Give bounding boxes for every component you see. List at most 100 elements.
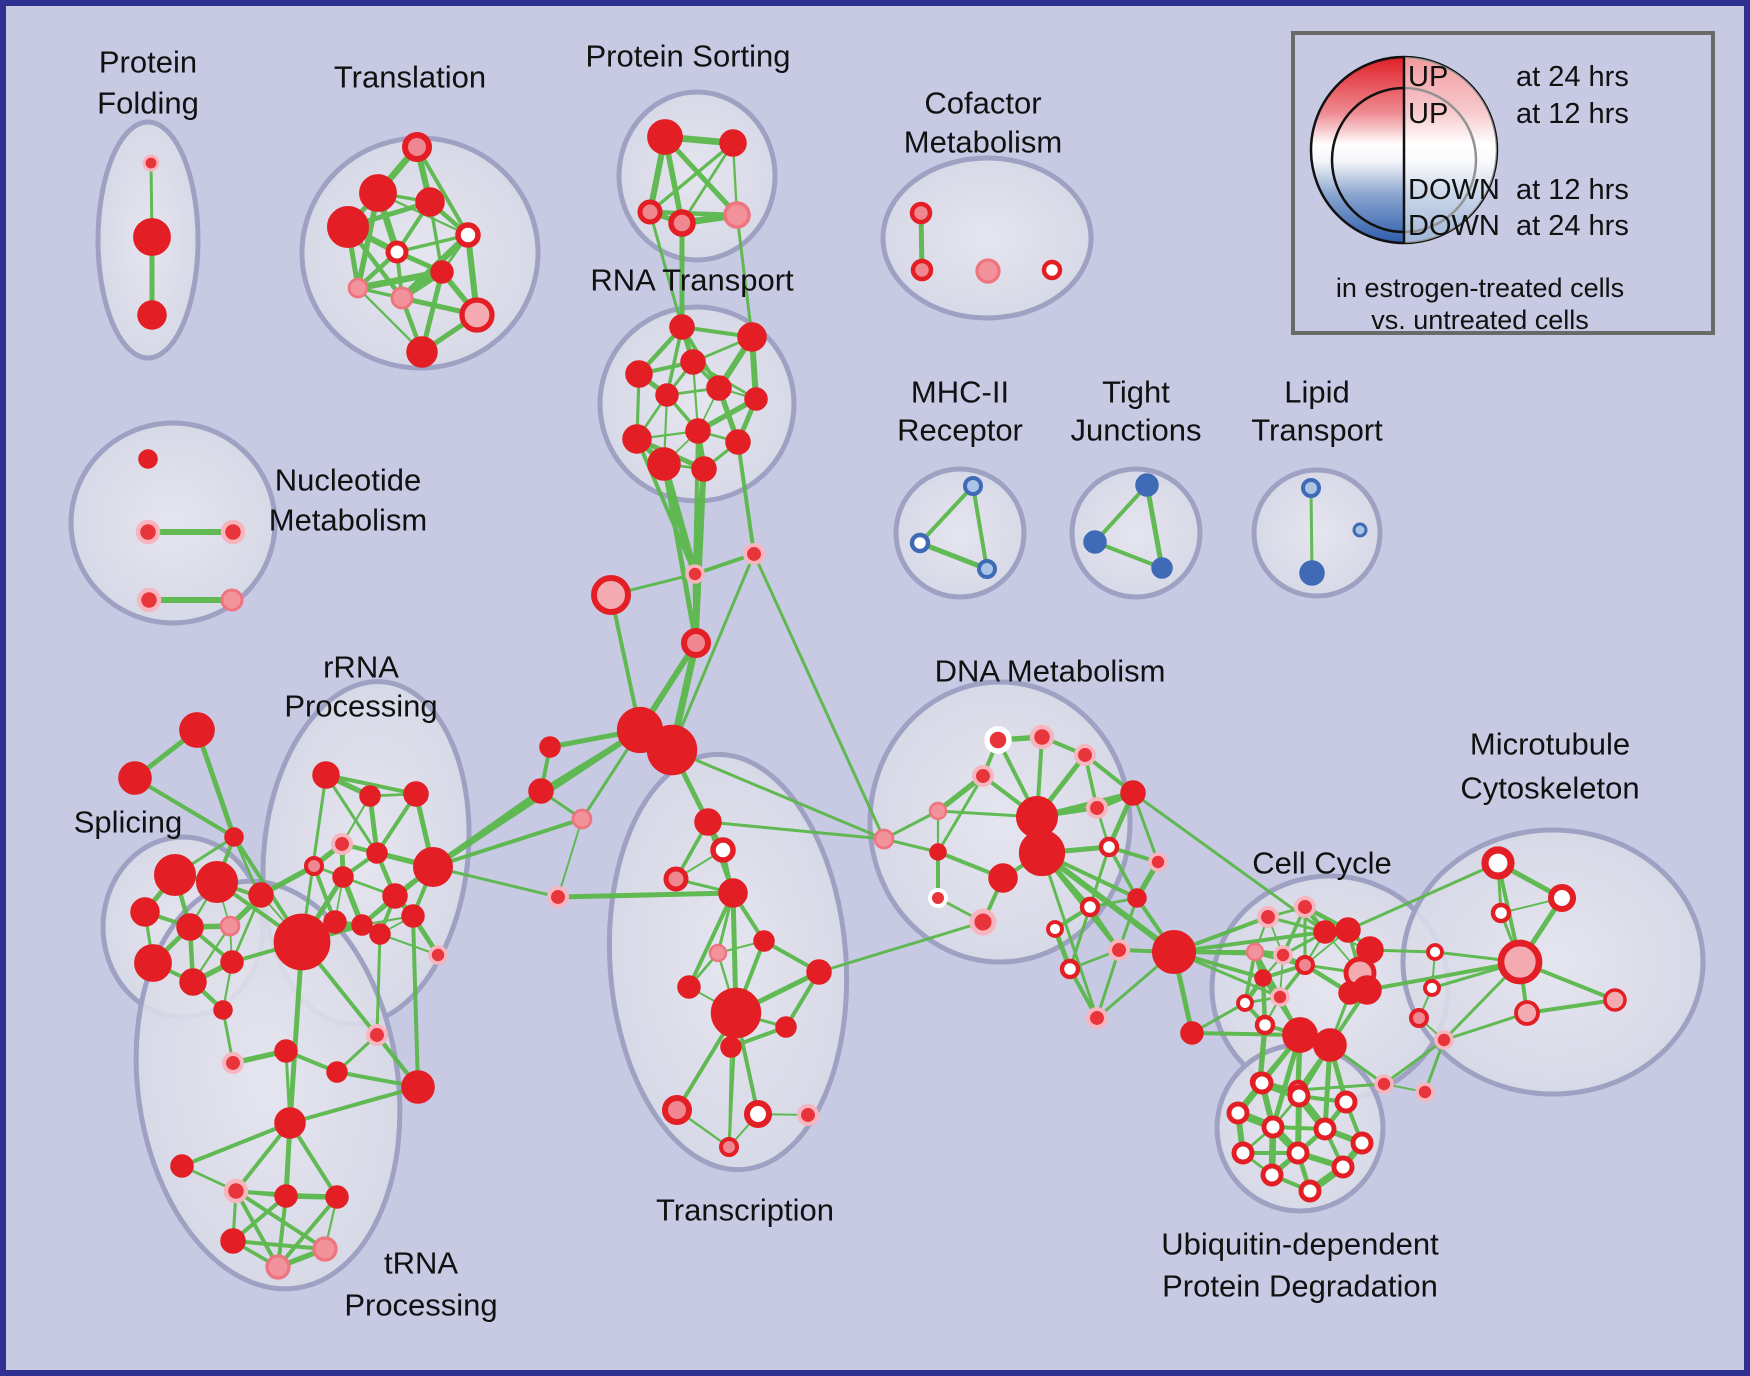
cluster-label-tx: Transcription — [656, 1193, 834, 1228]
network-edge — [555, 890, 736, 900]
cluster-ellipse-dm — [867, 679, 1133, 965]
node-ct — [539, 736, 561, 758]
node-rr — [221, 1051, 245, 1075]
cluster-label-mt: Cytoskeleton — [1460, 771, 1639, 806]
node-rt — [737, 322, 767, 352]
node-tr — [459, 297, 495, 333]
node-sp — [118, 761, 152, 795]
node-cf — [910, 258, 934, 282]
network-edge — [817, 920, 985, 974]
cluster-ellipse-lt — [1251, 467, 1383, 599]
node-cc — [1313, 1028, 1347, 1062]
node-mt — [1423, 979, 1441, 997]
node-sp — [196, 861, 238, 903]
node-lt — [1301, 478, 1321, 498]
node-ps — [637, 199, 663, 225]
node-rt — [685, 418, 711, 444]
node-cc — [1313, 920, 1337, 944]
node-cc — [1352, 975, 1382, 1005]
node-rt — [725, 429, 751, 455]
cluster-labels: Protein Folding Translation Protein Sorting… — [74, 39, 1640, 1323]
network-edge — [1039, 850, 1177, 955]
cluster-label-tj: Junctions — [1071, 413, 1202, 448]
node-ub — [1298, 1179, 1322, 1203]
node-sp — [213, 1000, 233, 1020]
legend-direction: DOWN — [1408, 174, 1500, 206]
network-edge — [180, 1121, 292, 1168]
node-dm — [1148, 852, 1168, 872]
node-nm — [136, 587, 162, 613]
network-edge — [1365, 960, 1522, 992]
node-rr — [401, 1070, 435, 1104]
cluster-label-lt: Transport — [1251, 413, 1383, 448]
node-tx — [796, 1103, 820, 1127]
node-nm — [138, 449, 158, 469]
node-tn — [312, 1236, 338, 1262]
node-pf — [142, 154, 160, 172]
network-edge — [917, 540, 990, 572]
node-ub — [1334, 1090, 1358, 1114]
node-nm — [220, 519, 246, 545]
node-ps — [719, 129, 747, 157]
node-tx — [677, 975, 701, 999]
node-tx — [694, 808, 722, 836]
network-edge — [736, 440, 756, 556]
node-sp — [219, 915, 241, 937]
cluster-label-mh: Receptor — [897, 413, 1023, 448]
network-edge — [1190, 1031, 1302, 1037]
node-mh — [963, 476, 983, 496]
node-tj — [1135, 473, 1159, 497]
node-ps — [668, 209, 696, 237]
cluster-label-pf: Folding — [97, 86, 199, 121]
cluster-label-sp: Splicing — [74, 805, 183, 840]
node-rr — [248, 882, 274, 908]
node-ub — [1313, 1117, 1337, 1141]
node-tn — [325, 1185, 349, 1209]
node-mt — [1434, 1030, 1454, 1050]
node-dm — [873, 828, 895, 850]
node-tn — [223, 1178, 249, 1204]
node-tx — [775, 1016, 797, 1038]
node-sp — [154, 854, 196, 896]
node-dm — [929, 843, 947, 861]
node-rr — [332, 866, 354, 888]
network-edge — [324, 773, 379, 855]
node-tr — [327, 206, 369, 248]
node-lt — [1299, 560, 1325, 586]
network-edge — [1382, 1038, 1446, 1086]
network-edge — [1093, 483, 1149, 544]
node-dm — [1127, 888, 1147, 908]
node-tj — [1083, 530, 1107, 554]
legend-direction: UP — [1408, 61, 1448, 93]
node-rt — [622, 424, 652, 454]
node-mt — [1409, 1008, 1429, 1028]
cluster-label-ub: Ubiquitin-dependent — [1161, 1227, 1439, 1262]
node-tx — [710, 837, 736, 863]
network-edge — [1040, 851, 1099, 1020]
node-tr — [430, 260, 454, 284]
network-edge — [670, 552, 756, 752]
node-tx — [720, 1036, 742, 1058]
node-sp — [220, 950, 244, 974]
node-tr — [385, 240, 409, 264]
node-cc — [1180, 1021, 1204, 1045]
node-rt — [706, 375, 732, 401]
node-tx — [708, 943, 728, 963]
node-mt — [1514, 1000, 1540, 1026]
node-tx — [719, 1137, 739, 1157]
legend-caption: in estrogen-treated cells — [1336, 273, 1624, 303]
node-dm — [1018, 829, 1066, 877]
cluster-label-rr: rRNA — [323, 650, 399, 685]
network-edge — [354, 268, 446, 292]
node-rr — [304, 856, 324, 876]
network-edge — [234, 1189, 327, 1251]
node-cc — [1236, 994, 1254, 1012]
legend-direction: UP — [1408, 98, 1448, 130]
legend-time: at 24 hrs — [1516, 210, 1629, 242]
legend-time: at 24 hrs — [1516, 61, 1629, 93]
cluster-label-rt: RNA Transport — [590, 263, 794, 298]
node-mt — [1426, 943, 1444, 961]
cluster-label-cf: Cofactor — [924, 86, 1041, 121]
